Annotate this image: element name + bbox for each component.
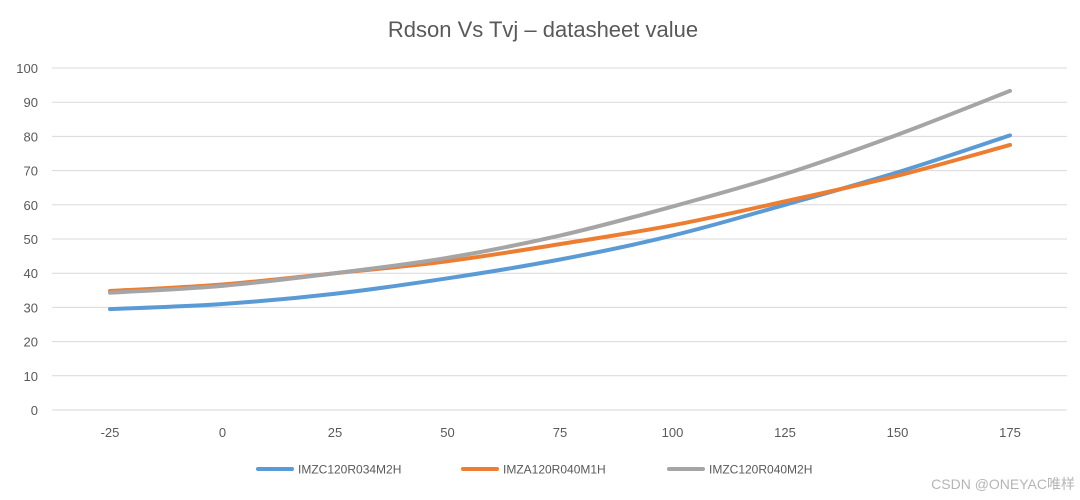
x-tick-label: 125 — [774, 425, 796, 440]
legend-label: IMZC120R040M2H — [709, 463, 812, 477]
y-tick-label: 0 — [31, 403, 38, 418]
series-line-imza120r040m1h — [108, 142, 1012, 293]
x-tick-label: 50 — [440, 425, 454, 440]
y-tick-label: 80 — [24, 129, 38, 144]
x-tick-label: 75 — [553, 425, 567, 440]
x-axis-ticks: -25 0 25 50 75 100 125 150 175 — [101, 425, 1021, 440]
x-tick-label: 100 — [662, 425, 684, 440]
watermark-text: CSDN @ONEYAC唯样 — [931, 476, 1075, 492]
y-axis-ticks: 0 10 20 30 40 50 60 70 80 90 100 — [16, 61, 38, 418]
y-tick-label: 20 — [24, 335, 38, 350]
y-tick-label: 10 — [24, 369, 38, 384]
y-tick-label: 30 — [24, 300, 38, 315]
series-line-imzc120r040m2h — [108, 88, 1012, 295]
legend-label: IMZC120R034M2H — [298, 463, 401, 477]
x-tick-label: 175 — [999, 425, 1021, 440]
series-lines — [108, 88, 1012, 312]
x-tick-label: 25 — [328, 425, 342, 440]
y-tick-label: 90 — [24, 95, 38, 110]
y-tick-label: 60 — [24, 198, 38, 213]
legend: IMZC120R034M2H IMZA120R040M1H IMZC120R040M… — [256, 463, 812, 477]
x-tick-label: 150 — [887, 425, 909, 440]
legend-label: IMZA120R040M1H — [503, 463, 606, 477]
chart-title: Rdson Vs Tvj – datasheet value — [388, 17, 698, 42]
y-tick-label: 70 — [24, 164, 38, 179]
x-tick-label: -25 — [101, 425, 120, 440]
x-tick-label: 0 — [219, 425, 226, 440]
y-tick-label: 50 — [24, 232, 38, 247]
y-tick-label: 100 — [16, 61, 38, 76]
gridlines — [52, 67, 1067, 411]
y-tick-label: 40 — [24, 266, 38, 281]
